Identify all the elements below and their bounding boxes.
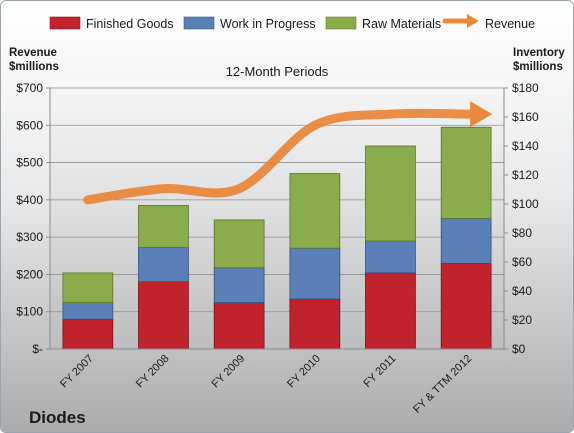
legend-label-raw-materials: Raw Materials bbox=[362, 17, 441, 31]
right-tick-label: $160 bbox=[512, 110, 539, 124]
legend-label-finished-goods: Finished Goods bbox=[86, 17, 174, 31]
left-axis-ticks: $- $100 $200 $300 $400 $500 $600 $700 bbox=[16, 81, 50, 356]
right-tick-label: $120 bbox=[512, 168, 539, 182]
bar-finished-goods bbox=[440, 262, 492, 350]
left-tick-label: $200 bbox=[16, 267, 43, 281]
bar-finished-goods bbox=[289, 298, 341, 350]
revenue-line-path bbox=[83, 108, 475, 205]
bar-work-in-progress bbox=[440, 218, 492, 264]
right-axis-title-line1: Inventory bbox=[513, 47, 565, 59]
bar-finished-goods bbox=[138, 281, 189, 350]
bar-work-in-progress bbox=[138, 247, 189, 282]
chart-subtitle: 12-Month Periods bbox=[226, 64, 329, 79]
left-tick-label: $- bbox=[32, 342, 43, 356]
bar-raw-materials bbox=[440, 126, 492, 219]
legend-label-revenue: Revenue bbox=[485, 17, 535, 31]
legend: Finished Goods Work in Progress Raw Mate… bbox=[49, 14, 535, 31]
left-tick-label: $400 bbox=[16, 193, 43, 207]
right-tick-label: $60 bbox=[512, 255, 532, 269]
bar-raw-materials bbox=[289, 173, 341, 249]
right-tick-label: $180 bbox=[512, 81, 539, 95]
right-tick-label: $140 bbox=[512, 139, 539, 153]
legend-label-work-in-progress: Work in Progress bbox=[220, 17, 316, 31]
bar-raw-materials bbox=[62, 272, 114, 303]
left-tick-label: $500 bbox=[16, 156, 43, 170]
left-tick-label: $300 bbox=[16, 230, 43, 244]
revenue-line bbox=[83, 101, 493, 205]
right-tick-label: $100 bbox=[512, 197, 539, 211]
legend-swatch-raw-materials bbox=[325, 16, 357, 30]
plot-area bbox=[50, 88, 504, 349]
bar-work-in-progress bbox=[365, 240, 416, 274]
bars bbox=[62, 126, 492, 350]
bar-raw-materials bbox=[138, 204, 189, 248]
right-tick-label: $40 bbox=[512, 284, 532, 298]
bar-finished-goods bbox=[62, 318, 114, 350]
right-tick-label: $20 bbox=[512, 313, 532, 327]
right-tick-label: $80 bbox=[512, 226, 532, 240]
legend-swatch-finished-goods bbox=[49, 16, 81, 30]
company-name: Diodes bbox=[29, 408, 86, 427]
bar-raw-materials bbox=[365, 145, 416, 242]
gridlines bbox=[50, 87, 504, 313]
bar-work-in-progress bbox=[62, 302, 114, 320]
bar-raw-materials bbox=[213, 219, 265, 269]
bar-work-in-progress bbox=[213, 267, 265, 303]
left-tick-label: $700 bbox=[16, 81, 43, 95]
left-axis-title-line2: $millions bbox=[9, 61, 59, 73]
legend-revenue-arrowhead-icon bbox=[467, 14, 479, 28]
left-tick-label: $100 bbox=[16, 305, 43, 319]
left-tick-label: $600 bbox=[16, 118, 43, 132]
right-tick-label: $0 bbox=[512, 342, 526, 356]
right-axis-title-line2: $millions bbox=[513, 61, 563, 73]
right-axis-ticks: $0 $20 $40 $60 $80 $100 $120 $140 $160 $180 bbox=[504, 81, 539, 356]
bar-finished-goods bbox=[213, 302, 265, 350]
bar-work-in-progress bbox=[289, 247, 341, 300]
revenue-arrowhead-icon bbox=[470, 101, 493, 128]
left-axis-title-line1: Revenue bbox=[9, 47, 57, 59]
bar-finished-goods bbox=[365, 272, 416, 350]
legend-swatch-work-in-progress bbox=[183, 16, 215, 30]
